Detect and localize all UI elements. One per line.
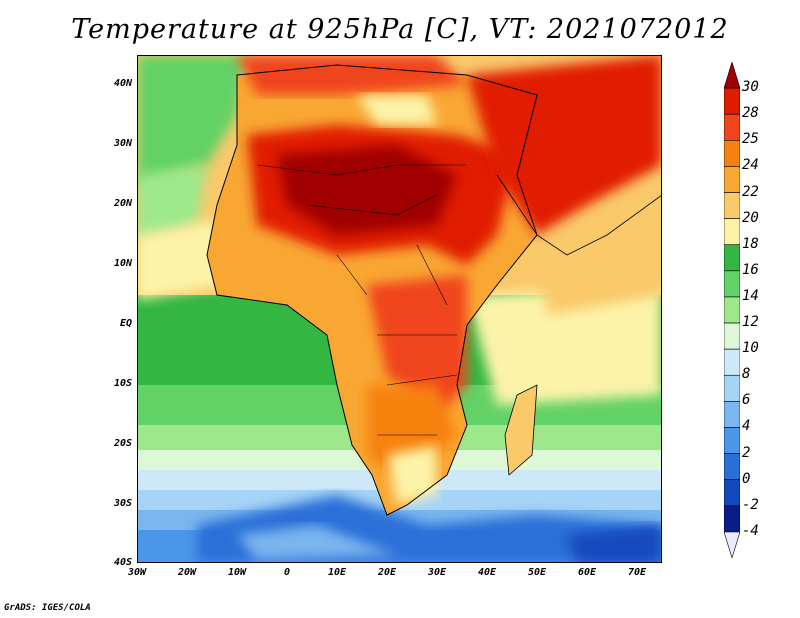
lon-tick: 0 xyxy=(283,567,291,578)
lon-tick: 10W xyxy=(227,567,247,578)
colorbar-label: 8 xyxy=(742,366,751,383)
map-title: Temperature at 925hPa [C], VT: 202107201… xyxy=(71,14,729,45)
colorbar-label: 30 xyxy=(742,79,759,96)
colorbar-swatch xyxy=(724,244,740,272)
lon-tick: 40E xyxy=(477,567,497,578)
colorbar-swatch xyxy=(724,453,740,480)
colorbar-label: 0 xyxy=(742,470,751,487)
lat-tick: 20S xyxy=(113,438,132,449)
colorbar-label: 16 xyxy=(742,261,759,278)
colorbar-swatch xyxy=(724,218,740,246)
colorbar-label: 6 xyxy=(742,392,751,409)
colorbar-swatch xyxy=(724,505,740,533)
colorbar-label: 4 xyxy=(742,418,751,435)
colorbar-swatch xyxy=(724,479,740,507)
lat-tick: 40S xyxy=(113,557,132,568)
colorbar-label: 22 xyxy=(742,183,759,200)
colorbar-label: 14 xyxy=(742,287,759,304)
lat-tick: 20N xyxy=(113,198,132,209)
arabia-coastline xyxy=(496,174,662,256)
colorbar-swatch xyxy=(724,192,740,219)
colorbar-label: -4 xyxy=(742,522,759,539)
map-frame xyxy=(137,55,662,563)
lat-tick: 40N xyxy=(113,78,132,89)
lon-tick: 30E xyxy=(427,567,447,578)
colorbar-label: -2 xyxy=(742,496,759,513)
arabia-hot-core xyxy=(467,55,662,235)
country-borders xyxy=(256,164,467,436)
lon-tick: 10E xyxy=(327,567,347,578)
colorbar-swatch xyxy=(724,322,740,350)
colorbar-label: 28 xyxy=(742,105,759,122)
colorbar-swatch xyxy=(724,348,740,376)
temperature-map xyxy=(137,55,662,563)
colorbar-swatch xyxy=(724,270,740,298)
colorbar-swatch xyxy=(724,531,740,558)
colorbar-swatch xyxy=(724,296,740,324)
colorbar-label: 20 xyxy=(742,209,759,226)
colorbar-label: 12 xyxy=(742,314,759,331)
colorbar-swatch xyxy=(724,374,740,402)
colorbar-label: 10 xyxy=(742,340,759,357)
colorbar xyxy=(724,62,740,558)
lon-tick: 60E xyxy=(577,567,597,578)
lon-tick: 20W xyxy=(177,567,197,578)
colorbar-label: 18 xyxy=(742,235,759,252)
lon-tick: 30W xyxy=(127,567,147,578)
lat-tick: 30N xyxy=(113,138,132,149)
lon-tick: 20E xyxy=(377,567,397,578)
colorbar-swatch xyxy=(724,113,740,141)
colorbar-label: 24 xyxy=(742,157,759,174)
colorbar-swatch xyxy=(724,87,740,115)
grads-credit: GrADS: IGES/COLA xyxy=(4,603,91,613)
lat-tick: EQ xyxy=(119,318,132,329)
colorbar-swatch xyxy=(724,166,740,193)
lat-tick: 30S xyxy=(113,498,132,509)
colorbar-label: 2 xyxy=(742,444,751,461)
colorbar-swatch xyxy=(724,62,740,89)
colorbar-label: 25 xyxy=(742,131,759,148)
lon-tick: 70E xyxy=(627,567,647,578)
lat-tick: 10N xyxy=(113,258,132,269)
lon-tick: 50E xyxy=(527,567,547,578)
colorbar-swatch xyxy=(724,427,740,454)
colorbar-swatch xyxy=(724,401,740,428)
colorbar-swatch xyxy=(724,140,740,167)
madagascar xyxy=(505,385,537,475)
africa-coastline xyxy=(206,64,538,516)
lat-tick: 10S xyxy=(113,378,132,389)
